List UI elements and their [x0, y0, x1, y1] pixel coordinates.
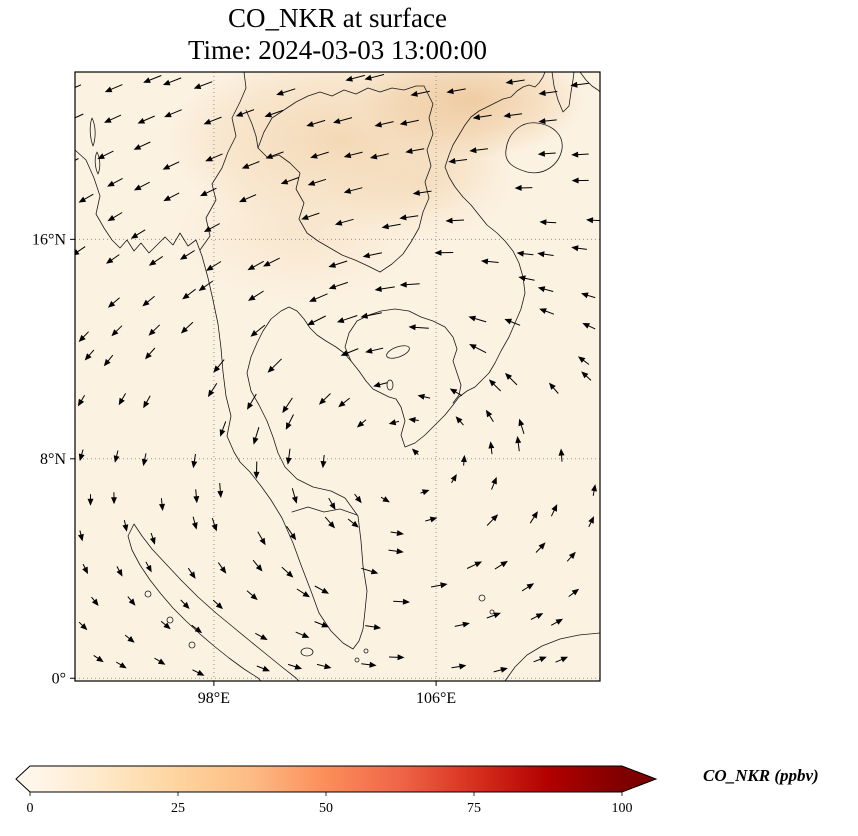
colorbar-tick-label: 50 — [319, 801, 333, 816]
border-myanmar-thailand — [199, 72, 259, 251]
x-tick-label: 106°E — [416, 690, 456, 707]
coast-islet — [166, 616, 174, 624]
colorbar: 0 25 50 75 100 — [15, 765, 658, 816]
wind-quiver — [75, 74, 600, 676]
coast-phu-quoc — [386, 379, 394, 391]
coast-china — [579, 72, 600, 93]
y-tick-label: 0° — [52, 670, 66, 687]
co-field — [75, 72, 600, 681]
title-block: CO_NKR at surface Time: 2024-03-03 13:00… — [75, 2, 600, 66]
coast-riau-islet — [354, 657, 360, 663]
coast-bangka-island — [300, 647, 314, 657]
coast-islet — [188, 641, 196, 649]
coast-leizhou-peninsula — [551, 72, 575, 113]
colorbar-tick-label: 0 — [27, 801, 34, 816]
coast-islet — [144, 590, 152, 598]
axis-tickmarks — [70, 238, 437, 686]
coast-mainland — [75, 72, 546, 650]
border-thailand-laos — [257, 147, 381, 273]
coast-natuna-islet — [478, 594, 486, 602]
coast-hainan-island — [505, 122, 563, 174]
border-cambodia — [344, 308, 462, 404]
colorbar-label: CO_NKR (ppbv) — [703, 766, 819, 785]
colorbar-bar — [15, 765, 658, 793]
coast-natuna-islet — [489, 609, 495, 615]
map-plot: 16°N 8°N 0° 98°E 106°E — [32, 71, 601, 707]
y-tick-label: 8°N — [40, 451, 66, 468]
colorbar-tick-label: 25 — [171, 801, 185, 816]
colorbar-tick-label: 75 — [467, 801, 481, 816]
colorbar-tickmarks — [29, 792, 623, 796]
x-tick-label: 98°E — [198, 690, 230, 707]
graticule — [75, 72, 600, 681]
border-laos-north — [257, 85, 425, 149]
plot-subtitle: Time: 2024-03-03 13:00:00 — [187, 35, 488, 65]
border-laos-vietnam — [379, 85, 434, 273]
border-thailand-malaysia — [291, 506, 358, 516]
coast-sumatra — [127, 523, 300, 681]
coast-riau-islet — [363, 648, 369, 654]
plot-title: CO_NKR at surface — [228, 3, 447, 33]
axes-frame — [74, 71, 601, 682]
tonle-sap-lake — [386, 345, 410, 359]
colorbar-tick-label: 100 — [612, 801, 633, 816]
coast-borneo — [504, 632, 600, 681]
y-tick-label: 16°N — [32, 231, 66, 248]
coastlines — [75, 72, 600, 681]
